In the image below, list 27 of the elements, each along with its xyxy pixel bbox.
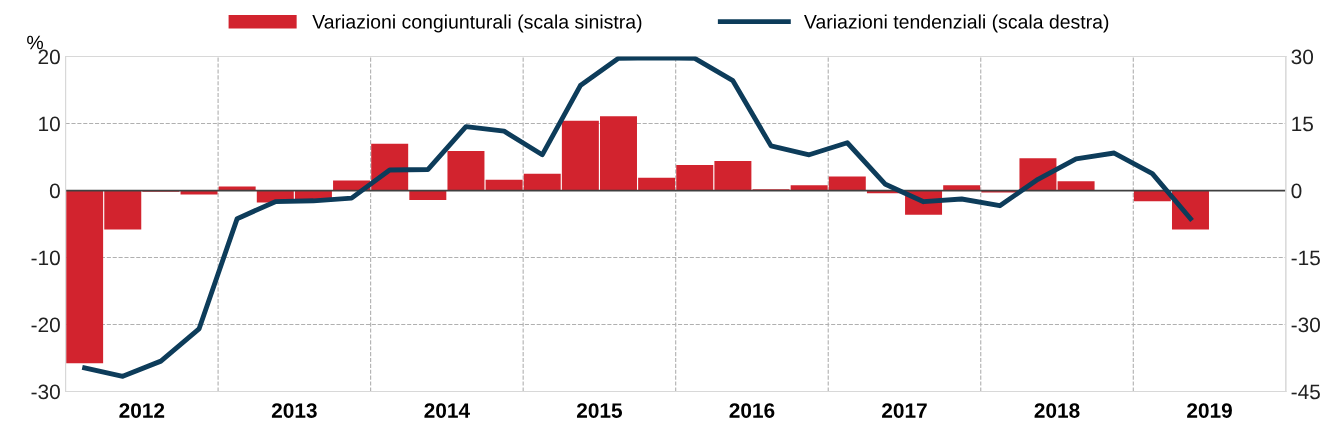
y2-tick-label: 30 <box>1291 49 1314 65</box>
x-tick-label: 2012 <box>119 403 165 418</box>
bar <box>409 190 447 200</box>
y-tick-label: 20 <box>38 49 60 65</box>
x-tick-label: 2019 <box>1187 403 1232 418</box>
y2-tick-label: 15 <box>1292 116 1313 132</box>
y-axis-title: % <box>27 35 44 50</box>
legend-label: Variazioni congiunturali (scala sinistra) <box>312 14 642 33</box>
bar <box>1057 181 1095 191</box>
y2-tick-label: 0 <box>1291 183 1302 199</box>
y2-tick-label: -15 <box>1291 250 1320 266</box>
bar <box>447 151 485 191</box>
y2-tick-label: -30 <box>1291 317 1320 333</box>
y-tick-label: 0 <box>49 183 60 199</box>
y2-tick-label: -45 <box>1291 384 1320 400</box>
y-tick-label: 10 <box>39 116 60 132</box>
x-tick-label: 2015 <box>576 403 623 418</box>
x-tick-label: 2013 <box>271 403 317 418</box>
line-series <box>82 56 1193 379</box>
x-tick-label: 2016 <box>729 403 775 418</box>
x-tick-label: 2017 <box>882 403 927 418</box>
x-tick-label: 2018 <box>1034 403 1080 418</box>
y-tick-label: -10 <box>31 250 60 266</box>
y-tick-label: -20 <box>31 317 60 333</box>
x-tick-label: 2014 <box>424 403 470 418</box>
legend-label: Variazioni tendenziali (scala destra) <box>804 14 1109 33</box>
y-tick-label: -30 <box>31 384 60 400</box>
